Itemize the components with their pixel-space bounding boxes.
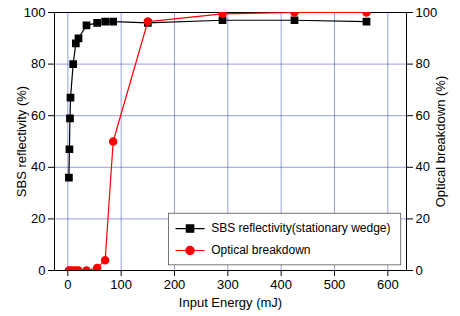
- svg-text:500: 500: [324, 277, 346, 292]
- svg-text:80: 80: [31, 56, 45, 71]
- svg-text:Optical breakdown: Optical breakdown: [211, 243, 310, 257]
- svg-text:60: 60: [31, 108, 45, 123]
- svg-text:100: 100: [24, 5, 46, 20]
- svg-text:20: 20: [416, 211, 430, 226]
- svg-text:600: 600: [377, 277, 399, 292]
- svg-text:SBS reflectivity(stationary we: SBS reflectivity(stationary wedge): [211, 221, 390, 235]
- svg-text:100: 100: [416, 5, 438, 20]
- svg-text:100: 100: [110, 277, 132, 292]
- svg-text:0: 0: [38, 263, 45, 278]
- svg-text:Optical breakdown (%): Optical breakdown (%): [433, 76, 448, 208]
- svg-text:Input Energy (mJ): Input Energy (mJ): [179, 295, 282, 310]
- svg-text:0: 0: [416, 263, 423, 278]
- svg-text:60: 60: [416, 108, 430, 123]
- svg-text:400: 400: [270, 277, 292, 292]
- svg-text:40: 40: [31, 159, 45, 174]
- svg-text:300: 300: [217, 277, 239, 292]
- svg-text:20: 20: [31, 211, 45, 226]
- svg-text:0: 0: [64, 277, 71, 292]
- svg-text:SBS reflectivity (%): SBS reflectivity (%): [14, 86, 29, 197]
- svg-text:80: 80: [416, 56, 430, 71]
- svg-text:40: 40: [416, 159, 430, 174]
- svg-text:200: 200: [164, 277, 186, 292]
